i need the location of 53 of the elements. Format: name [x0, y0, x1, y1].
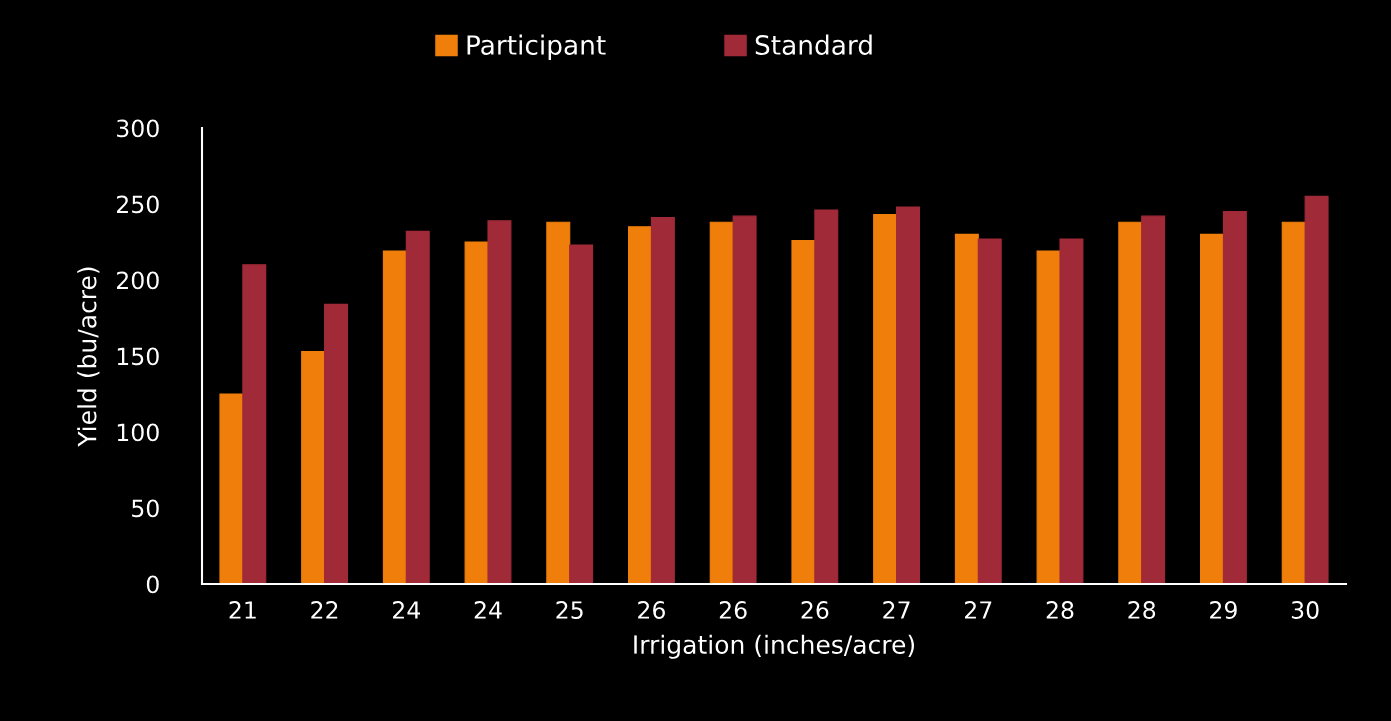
bar — [732, 215, 757, 584]
bar — [405, 230, 430, 584]
bar — [464, 241, 489, 584]
x-tick-label: 22 — [311, 601, 338, 619]
bar — [1036, 250, 1061, 584]
x-axis-title: Irrigation (inches/acre) — [634, 634, 915, 659]
legend-label: Standard — [755, 34, 872, 55]
x-tick-label: 26 — [801, 601, 829, 619]
bar — [487, 220, 512, 584]
bar — [242, 264, 267, 584]
bar — [814, 209, 839, 584]
bar — [569, 244, 594, 584]
bar — [1141, 215, 1166, 584]
y-tick-label: 150 — [117, 347, 159, 366]
x-tick-label: 27 — [883, 601, 910, 619]
x-tick-label: 28 — [1128, 601, 1156, 619]
bar — [954, 233, 979, 584]
x-tick-label: 27 — [964, 601, 992, 619]
y-tick-label: 200 — [117, 271, 159, 290]
bar — [1118, 221, 1143, 584]
bar — [709, 221, 734, 584]
y-tick-label: 300 — [117, 119, 159, 138]
bar — [546, 221, 571, 584]
bar — [896, 206, 921, 584]
x-tick-label: 26 — [719, 601, 747, 619]
bar — [791, 239, 816, 584]
y-axis-title: Yield (bu/acre) — [77, 267, 100, 447]
bar — [977, 238, 1002, 584]
bar — [1304, 195, 1329, 584]
y-tick-label: 100 — [117, 423, 159, 442]
bar — [873, 214, 898, 584]
y-tick-label: 250 — [117, 195, 159, 214]
bar — [1281, 221, 1306, 584]
bar — [301, 350, 326, 584]
x-tick-label: 26 — [638, 601, 665, 619]
bar — [1059, 238, 1084, 584]
x-tick-label: 21 — [229, 601, 256, 619]
x-tick-label: 25 — [556, 601, 583, 619]
bar — [1199, 233, 1224, 584]
bar — [382, 250, 407, 584]
y-tick-label: 0 — [146, 575, 159, 594]
bar — [627, 226, 652, 584]
x-tick-label: 24 — [392, 601, 420, 619]
bar — [324, 303, 349, 584]
bar — [1222, 211, 1247, 584]
x-tick-label: 24 — [474, 601, 502, 619]
legend-label: Participant — [467, 34, 606, 61]
bar — [650, 217, 675, 584]
y-tick-label: 50 — [132, 499, 159, 518]
x-tick-label: 28 — [1046, 601, 1074, 619]
x-tick-label: 29 — [1210, 601, 1237, 619]
x-tick-label: 30 — [1291, 601, 1319, 619]
bar — [219, 393, 244, 584]
